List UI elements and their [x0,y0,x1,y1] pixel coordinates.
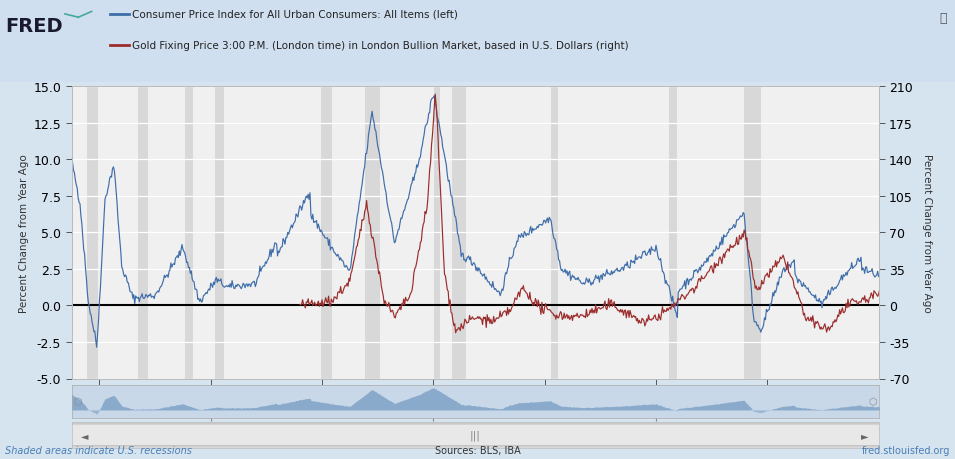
Text: fred.stlouisfed.org: fred.stlouisfed.org [861,445,950,455]
Text: ⬡: ⬡ [868,397,877,407]
Bar [551,87,558,379]
Y-axis label: Percent Change from Year Ago: Percent Change from Year Ago [19,154,30,312]
Bar [453,87,466,379]
Text: Sources: BLS, IBA: Sources: BLS, IBA [435,445,520,455]
Text: Shaded areas indicate U.S. recessions: Shaded areas indicate U.S. recessions [5,445,192,455]
Text: ⤢: ⤢ [940,12,947,25]
Bar [185,87,193,379]
Text: ►: ► [861,430,869,440]
Bar [744,87,760,379]
Bar [138,87,148,379]
Bar [669,87,677,379]
Text: Gold Fixing Price 3:00 P.M. (London time) in London Bullion Market, based in U.S: Gold Fixing Price 3:00 P.M. (London time… [132,40,628,50]
Text: FRED: FRED [5,17,62,35]
Text: |||: ||| [470,430,480,440]
Bar [215,87,224,379]
Text: Consumer Price Index for All Urban Consumers: All Items (left): Consumer Price Index for All Urban Consu… [132,10,457,20]
Text: ⬡: ⬡ [74,397,82,407]
Bar [435,87,440,379]
Bar [366,87,380,379]
Bar [87,87,98,379]
Y-axis label: Percent Change from Year Ago: Percent Change from Year Ago [923,154,932,312]
Bar [321,87,332,379]
Text: ◄: ◄ [81,430,89,440]
FancyBboxPatch shape [68,424,882,446]
